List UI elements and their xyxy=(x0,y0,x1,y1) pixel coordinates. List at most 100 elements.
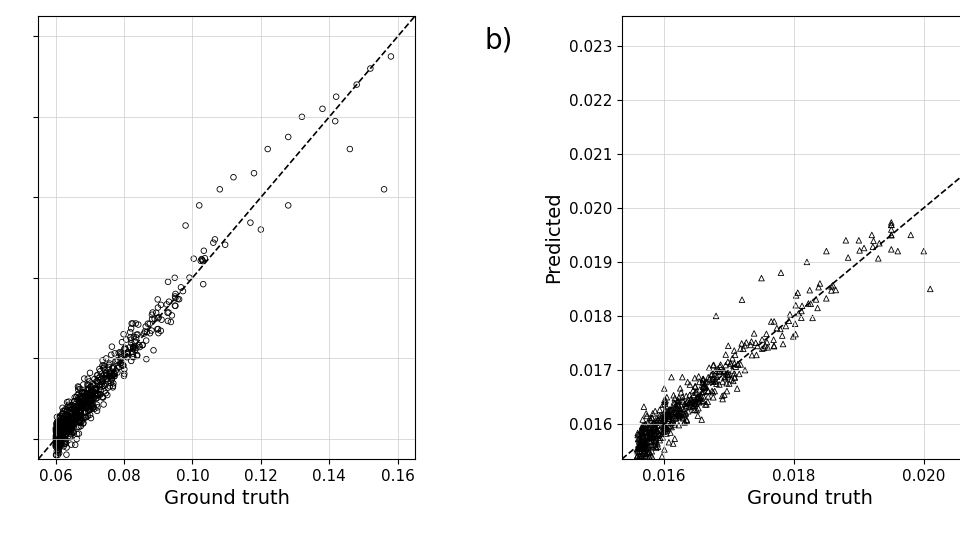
Point xyxy=(686,400,702,408)
Point xyxy=(140,319,156,328)
Point xyxy=(124,319,139,328)
Point xyxy=(119,335,134,344)
Point xyxy=(659,402,674,410)
Point xyxy=(106,369,121,378)
Point xyxy=(648,438,663,447)
Point xyxy=(644,414,660,422)
Point xyxy=(66,420,82,429)
Point xyxy=(654,411,669,420)
Point xyxy=(53,433,68,441)
Point xyxy=(663,373,679,381)
Point xyxy=(641,441,657,450)
Point xyxy=(641,434,657,443)
Point xyxy=(126,343,141,352)
Point xyxy=(49,428,64,437)
Point xyxy=(675,393,690,401)
Point xyxy=(92,383,108,391)
Point xyxy=(632,451,647,460)
Point xyxy=(48,435,63,443)
Point xyxy=(70,406,85,414)
Point xyxy=(62,402,78,410)
Point xyxy=(631,442,646,451)
Point xyxy=(643,441,659,449)
Point xyxy=(659,411,674,420)
Point xyxy=(659,410,674,418)
Point xyxy=(50,426,65,434)
Point xyxy=(60,416,76,425)
Y-axis label: Predicted: Predicted xyxy=(544,192,564,284)
Point xyxy=(151,325,166,333)
Point xyxy=(692,377,708,386)
Point xyxy=(54,429,69,437)
Point xyxy=(756,343,772,352)
Point xyxy=(706,374,721,383)
Point xyxy=(662,418,678,427)
Point xyxy=(791,309,806,318)
Point xyxy=(636,437,652,445)
Point xyxy=(683,400,698,409)
Point xyxy=(81,398,96,407)
Point xyxy=(142,329,157,338)
Point xyxy=(50,438,65,447)
Point xyxy=(687,388,703,397)
Point xyxy=(71,423,86,431)
Point xyxy=(682,390,697,399)
Point xyxy=(687,406,703,414)
Point xyxy=(75,389,90,397)
Point xyxy=(54,425,69,434)
Point xyxy=(55,433,70,441)
Point xyxy=(79,402,94,411)
Point xyxy=(638,409,654,418)
Point xyxy=(253,225,269,234)
Point xyxy=(61,417,77,426)
Point xyxy=(81,407,96,416)
Point xyxy=(87,381,103,389)
Point xyxy=(68,414,84,422)
Point xyxy=(637,420,653,429)
Point xyxy=(634,438,649,447)
Point xyxy=(641,452,657,461)
Point xyxy=(94,374,109,383)
Point xyxy=(804,314,820,322)
Point xyxy=(686,402,702,410)
Point xyxy=(54,431,69,440)
Point xyxy=(82,394,97,403)
Point xyxy=(63,414,79,422)
Point xyxy=(106,382,121,390)
Point xyxy=(125,319,140,328)
Point xyxy=(95,377,110,386)
Point xyxy=(130,330,145,339)
Point xyxy=(737,341,753,350)
Point xyxy=(695,397,710,406)
Point xyxy=(55,425,70,434)
Point xyxy=(52,441,67,450)
Point xyxy=(76,390,91,399)
Point xyxy=(706,388,721,396)
Point xyxy=(80,397,95,406)
Point xyxy=(57,427,72,435)
Point xyxy=(691,397,707,406)
Point xyxy=(56,430,71,439)
Point xyxy=(89,391,105,400)
Point xyxy=(668,403,684,412)
Point xyxy=(96,381,111,390)
Point xyxy=(60,420,75,429)
Point xyxy=(193,256,208,265)
Point xyxy=(644,414,660,422)
Point xyxy=(92,376,108,384)
Point xyxy=(51,430,66,439)
Point xyxy=(60,418,75,427)
Point xyxy=(50,433,65,441)
Point xyxy=(647,419,662,428)
Point xyxy=(87,385,103,394)
Point xyxy=(70,382,85,391)
Point xyxy=(218,240,233,249)
Point xyxy=(635,424,650,433)
Point xyxy=(69,403,84,412)
Point xyxy=(715,377,731,386)
Point xyxy=(719,379,734,388)
Point xyxy=(661,412,677,421)
Point xyxy=(688,395,704,404)
Point xyxy=(73,408,88,417)
Point xyxy=(120,350,135,359)
